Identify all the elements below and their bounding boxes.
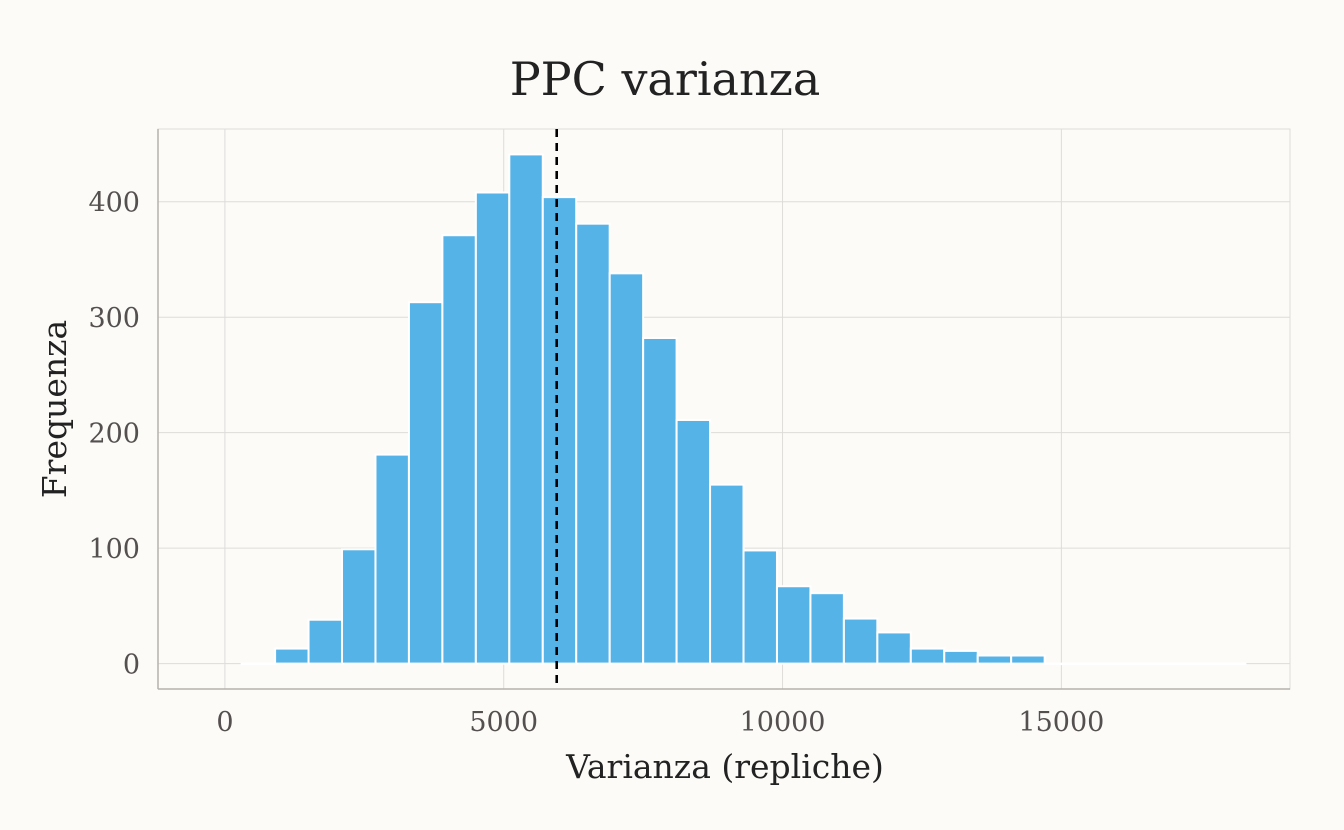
histogram-bar xyxy=(976,654,1013,665)
axes xyxy=(157,129,1290,690)
y-axis-title: Frequenza xyxy=(35,320,74,498)
y-tick-label: 100 xyxy=(88,534,140,565)
x-tick-label: 15000 xyxy=(1018,707,1104,738)
histogram-bar xyxy=(575,222,611,665)
histogram-bar xyxy=(1210,662,1247,666)
histogram-bar xyxy=(675,418,712,665)
histogram-bar xyxy=(608,272,645,665)
histogram-bar xyxy=(709,483,745,665)
chart-title: PPC varianza xyxy=(510,52,821,106)
tick-labels: 0 5000 10000 15000 0 100 200 300 400 xyxy=(88,188,1104,738)
histogram-bar xyxy=(508,153,544,665)
histogram-bar xyxy=(909,647,946,665)
histogram-bar xyxy=(441,234,477,665)
histogram-bars xyxy=(240,153,1247,666)
histogram-bar xyxy=(1177,662,1213,666)
histogram-bar xyxy=(775,585,812,665)
histogram-bar xyxy=(1010,654,1046,665)
histogram-bar xyxy=(341,548,377,665)
histogram-bar xyxy=(307,618,344,665)
histogram-bar xyxy=(1043,662,1080,666)
x-tick-label: 5000 xyxy=(469,707,538,738)
histogram-bar xyxy=(642,336,678,665)
histogram-bar xyxy=(240,662,277,666)
histogram-bar xyxy=(876,631,912,665)
histogram-bar xyxy=(842,617,879,665)
histogram-bar xyxy=(274,647,310,665)
y-tick-label: 400 xyxy=(88,188,140,219)
histogram-bar xyxy=(541,196,578,665)
histogram-bar xyxy=(1077,662,1113,666)
histogram-bar xyxy=(809,592,845,665)
y-tick-label: 300 xyxy=(88,303,140,334)
y-tick-label: 0 xyxy=(123,650,140,681)
histogram-bar xyxy=(742,549,778,665)
histogram-bar xyxy=(474,191,511,665)
histogram-bar xyxy=(1110,662,1147,666)
x-tick-label: 0 xyxy=(216,707,233,738)
y-tick-label: 200 xyxy=(88,419,140,450)
histogram-bar xyxy=(407,301,444,665)
histogram-bar xyxy=(374,453,410,665)
histogram-bar xyxy=(1144,662,1180,666)
histogram-bar xyxy=(943,649,979,665)
x-axis-title: Varianza (repliche) xyxy=(565,747,884,786)
x-tick-label: 10000 xyxy=(740,707,826,738)
